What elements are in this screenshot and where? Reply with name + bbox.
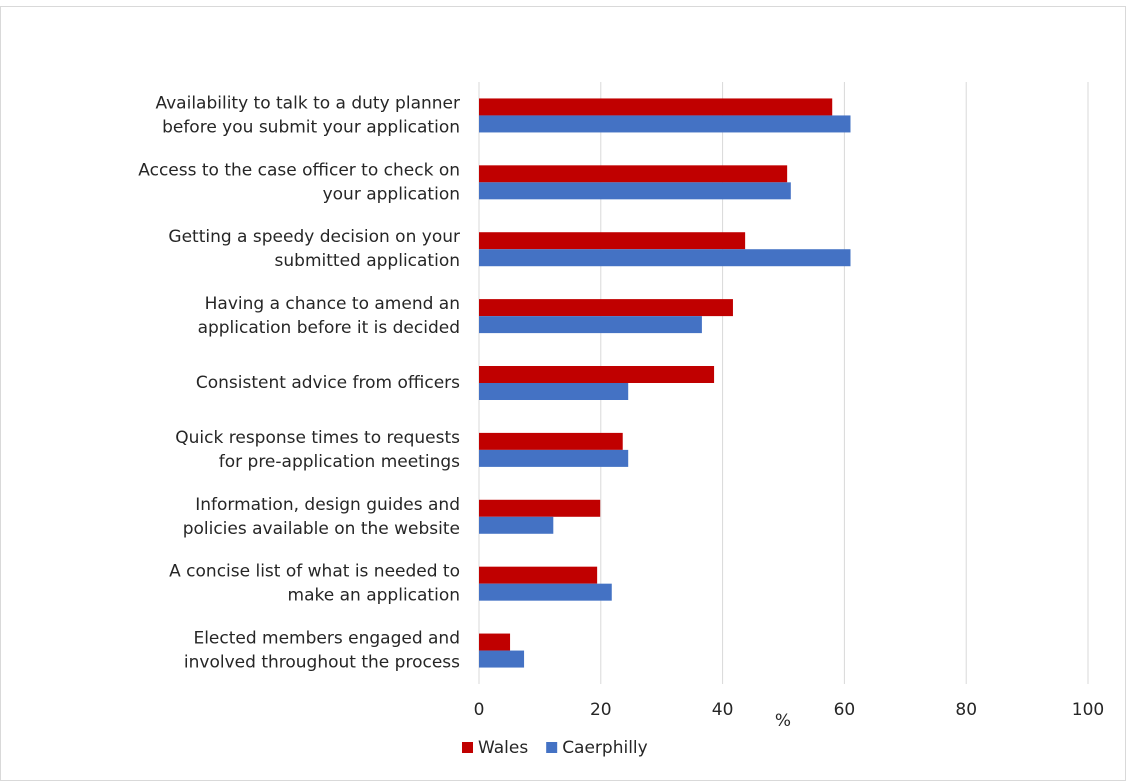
y-tick-label-line: for pre-application meetings [219, 452, 460, 472]
bar [479, 650, 525, 668]
x-tick-label: 20 [590, 700, 612, 720]
bar [479, 516, 554, 534]
y-tick-label: Access to the case officer to check on yo… [138, 160, 460, 204]
y-tick-label: A concise list of what is needed to make … [169, 562, 460, 606]
legend-label: Wales [478, 738, 528, 758]
y-tick-label: Getting a speedy decision on your submitt… [168, 227, 460, 271]
x-tick-label: 100 [1072, 700, 1104, 720]
y-tick-label-line: Getting a speedy decision on your [168, 227, 460, 247]
bar [479, 383, 629, 400]
bar [479, 165, 788, 183]
x-tick-label: 40 [712, 700, 734, 720]
legend-swatch [546, 742, 558, 753]
y-tick-label-line: your application [323, 184, 460, 204]
y-tick-label-line: submitted application [275, 251, 460, 271]
bar [479, 182, 791, 200]
bar [479, 115, 851, 133]
y-tick-label-line: Access to the case officer to check on [138, 160, 460, 180]
legend-label: Caerphilly [562, 738, 648, 758]
y-tick-label-line: make an application [288, 586, 460, 606]
bar [479, 249, 851, 267]
y-tick-label: Elected members engaged and involved thro… [184, 629, 460, 673]
x-tick-label: 0 [474, 700, 485, 720]
bar [479, 232, 746, 250]
bar [479, 566, 598, 584]
y-tick-label-line: A concise list of what is needed to [169, 562, 460, 582]
y-tick-label: Quick response times to requests for pre-… [175, 428, 460, 472]
y-tick-label-line: Quick response times to requests [175, 428, 460, 448]
y-tick-label-line: Having a chance to amend an [205, 294, 460, 314]
y-tick-label-line: involved throughout the process [184, 653, 460, 673]
legend-swatch [462, 742, 473, 753]
y-tick-label-line: application before it is decided [198, 318, 460, 338]
bar [479, 633, 511, 651]
y-tick-label-line: Information, design guides and [195, 495, 460, 515]
bar [479, 316, 702, 334]
bar [479, 366, 715, 383]
bar [479, 299, 733, 317]
y-tick-label-line: policies available on the website [183, 519, 460, 539]
bar [479, 449, 629, 467]
y-tick-label: Information, design guides and policies a… [183, 495, 460, 539]
y-tick-label: Availability to talk to a duty planner be… [155, 93, 460, 137]
y-tick-label: Consistent advice from officers [196, 373, 460, 393]
bar [479, 499, 601, 517]
y-tick-label-line: before you submit your application [162, 117, 460, 137]
y-tick-label: Having a chance to amend an application b… [198, 294, 460, 338]
x-tick-label: 80 [955, 700, 977, 720]
x-axis-label: % [775, 711, 791, 731]
y-tick-label-line: Consistent advice from officers [196, 373, 460, 393]
bar [479, 583, 612, 601]
x-tick-label: 60 [834, 700, 856, 720]
bar [479, 432, 623, 450]
y-tick-label-line: Elected members engaged and [193, 629, 460, 649]
bar [479, 98, 833, 116]
y-tick-label-line: Availability to talk to a duty planner [155, 93, 460, 113]
